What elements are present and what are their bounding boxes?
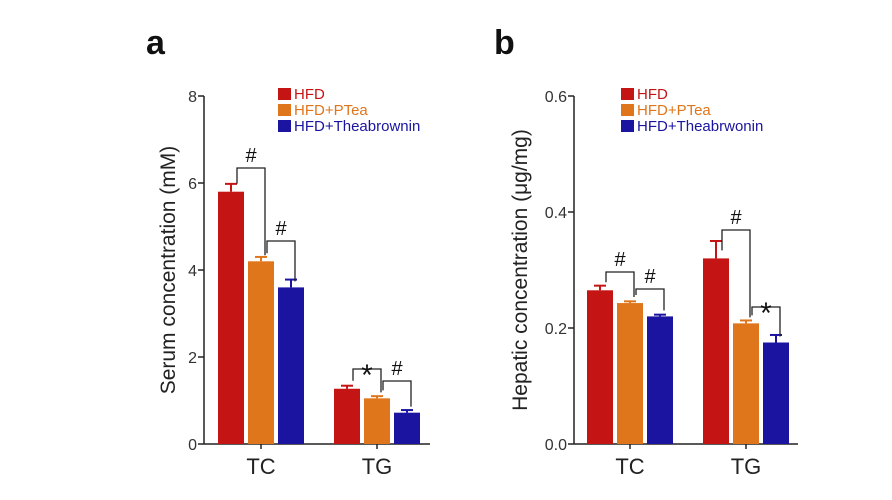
bar [394,412,420,444]
significance-mark: # [614,249,626,271]
legend-label: HFD+PTea [294,102,368,119]
significance-bracket [751,306,781,337]
bar [647,316,673,444]
legend-label: HFD [294,86,325,103]
legend-label: HFD+Theabrownin [294,118,420,135]
y-tick-label: 4 [188,263,197,280]
panel-b-chart: b 0.0 0.2 0.4 0.6 Hepatic concentration (μg/… [494,24,798,479]
legend-swatch [621,88,634,100]
significance-bracket [352,368,382,393]
bar [703,258,729,444]
x-tick-label: TG [731,454,762,479]
significance-mark: # [245,145,257,167]
y-tick-label: 2 [188,350,197,367]
significance-mark: * [361,359,373,392]
significance-bracket [266,240,296,282]
significance-mark: # [275,218,287,240]
y-tick-label: 0.0 [545,437,567,454]
panel-a-chart: a 0 2 4 6 8 Serum concentration (mM) TC TG # # * # H… [146,24,430,479]
significance-mark: * [760,297,772,330]
bar [334,388,360,444]
bar [278,287,304,444]
legend-label: HFD+Theabrwonin [637,118,763,135]
bar [587,290,613,444]
legend-label: HFD [637,86,668,103]
bar [617,303,643,444]
legend-label: HFD+PTea [637,102,711,119]
significance-mark: # [644,266,656,288]
bar [248,261,274,444]
significance-bracket [635,288,665,311]
significance-bracket [382,380,412,407]
legend-swatch [278,88,291,100]
y-axis-title: Serum concentration (mM) [157,146,180,395]
legend-swatch [621,120,634,132]
x-tick-label: TC [615,454,644,479]
bar [218,191,244,444]
legend-swatch [621,104,634,116]
significance-bracket [721,229,751,318]
y-axis-title: Hepatic concentration (μg/mg) [509,129,532,411]
bar [364,398,390,444]
panel-b-letter: b [494,24,515,62]
y-tick-label: 0.4 [545,205,567,222]
significance-mark: # [391,358,403,380]
legend-swatch [278,104,291,116]
x-tick-label: TG [362,454,393,479]
y-tick-label: 0 [188,437,197,454]
y-tick-label: 0.6 [545,89,567,106]
bar [763,342,789,444]
significance-bracket [236,167,266,256]
significance-bracket [605,271,635,298]
y-tick-label: 0.2 [545,321,567,338]
panel-a-letter: a [146,24,166,62]
bar [733,323,759,444]
legend-swatch [278,120,291,132]
y-tick-label: 8 [188,89,197,106]
significance-mark: # [730,207,742,229]
x-tick-label: TC [246,454,275,479]
y-tick-label: 6 [188,176,197,193]
